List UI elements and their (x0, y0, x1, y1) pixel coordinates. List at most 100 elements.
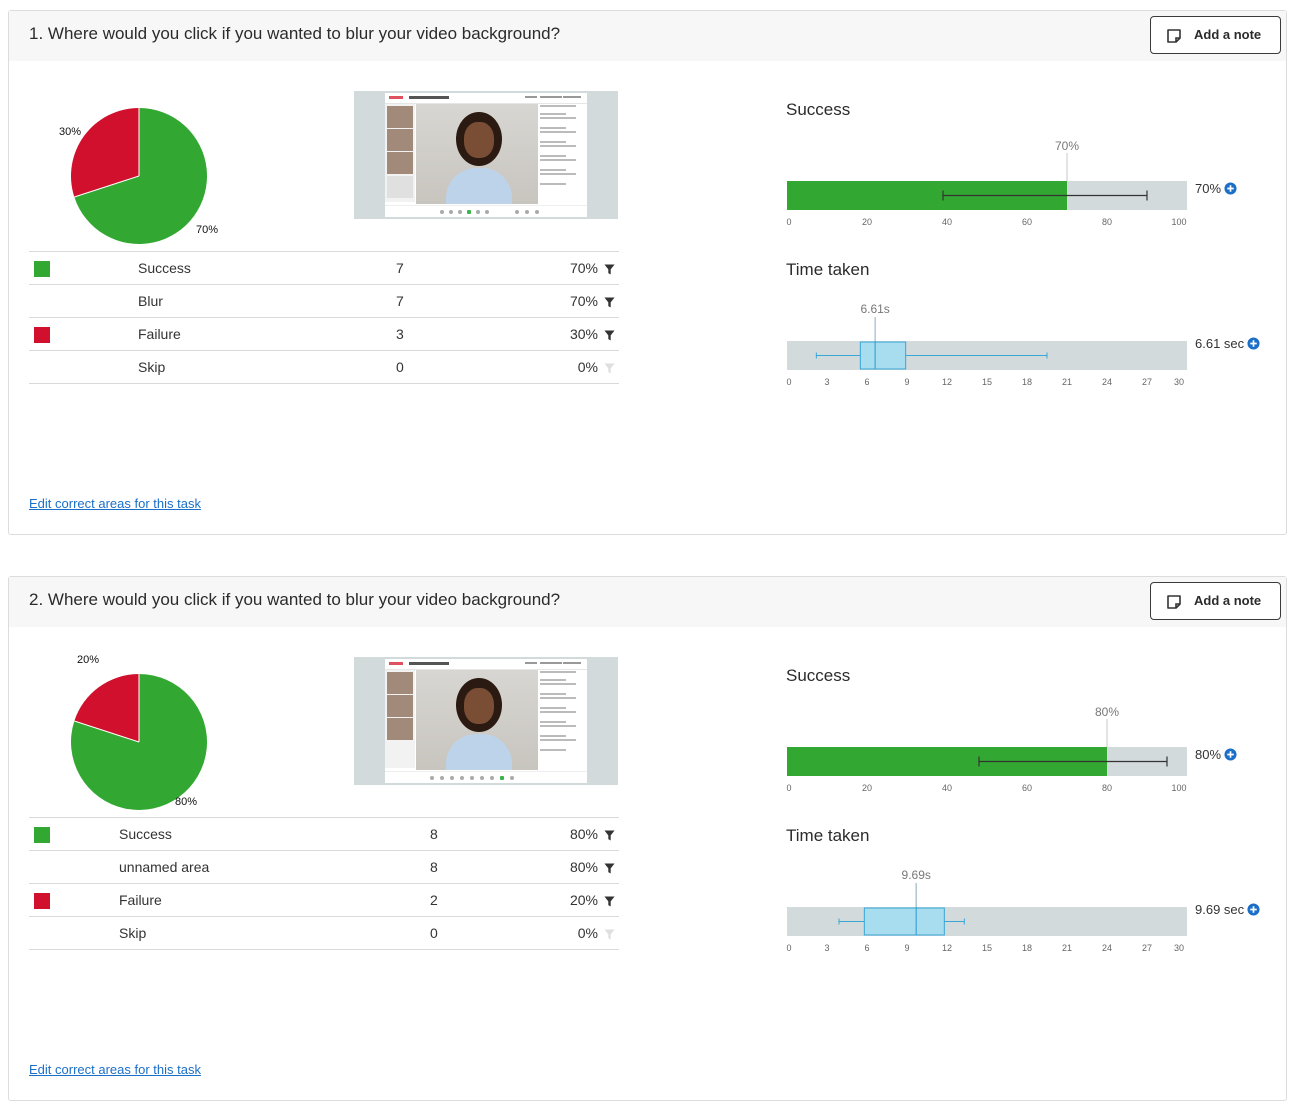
thumbnail-control-button (450, 776, 454, 780)
result-label: Failure (138, 317, 396, 351)
thumbnail-side-panel-text (540, 173, 576, 175)
plus-circle-icon[interactable] (1224, 182, 1237, 195)
thumbnail-brand-logo (389, 662, 403, 665)
success-title: Success (786, 666, 851, 685)
swatch-cell (29, 883, 119, 917)
plus-circle-icon[interactable] (1247, 903, 1260, 916)
time-axis-tick: 15 (982, 377, 992, 387)
plus-circle-cross (1227, 185, 1234, 192)
thumbnail-control-button (500, 776, 504, 780)
plus-circle-cross (1250, 906, 1257, 913)
filter-icon[interactable] (604, 896, 615, 907)
thumbnail-side-panel-text (540, 693, 566, 695)
thumbnail-control-button (535, 210, 539, 214)
plus-circle-cross (1227, 751, 1234, 758)
time-marker-label: 6.61s (860, 302, 889, 316)
thumbnail-side-panel-text (540, 683, 576, 685)
time-axis-tick: 9 (904, 943, 909, 953)
filter-icon (604, 363, 615, 374)
time-axis-tick: 0 (786, 943, 791, 953)
success-axis-tick: 40 (942, 217, 952, 227)
filter-icon[interactable] (604, 830, 615, 841)
filter-icon[interactable] (604, 330, 615, 341)
thumbnail-control-button (430, 776, 434, 780)
thumbnail-side-panel-text (540, 707, 566, 709)
results-row: Blur 7 70% (29, 284, 619, 318)
time-taken-value-text: 9.69 sec (1195, 902, 1245, 917)
time-axis-tick: 24 (1102, 377, 1112, 387)
success-value-text: 70% (1195, 181, 1222, 196)
thumbnail-participant-tile (387, 106, 413, 128)
result-label: Success (138, 251, 396, 285)
pie-divider (74, 720, 140, 743)
result-count: 7 (396, 284, 427, 318)
time-axis-tick: 12 (942, 943, 952, 953)
thumbnail-topbar-text (563, 96, 581, 98)
add-note-button[interactable]: Add a note (1150, 16, 1281, 54)
thumbnail-side-panel-text (540, 117, 576, 119)
thumbnail-control-button (490, 776, 494, 780)
results-row: Failure 3 30% (29, 317, 619, 351)
filter-icon-shape (604, 896, 615, 907)
success-value-text: 80% (1195, 747, 1222, 762)
result-count: 0 (396, 350, 427, 384)
filter-icon[interactable] (604, 297, 615, 308)
results-row: unnamed area 8 80% (29, 850, 619, 884)
task-screenshot-thumbnail[interactable] (354, 91, 618, 219)
time-taken-value-text: 6.61 sec (1195, 336, 1245, 351)
thumbnail-control-button (460, 776, 464, 780)
success-marker-label: 70% (1055, 139, 1079, 153)
swatch-cell (29, 284, 138, 318)
result-percent-cell: 80% (455, 817, 619, 851)
thumbnail-participant-tile (387, 672, 413, 694)
task-screenshot-thumbnail[interactable] (354, 657, 618, 785)
note-icon-fold (1175, 37, 1180, 42)
time-axis-tick: 18 (1022, 943, 1032, 953)
note-icon-outline (1167, 595, 1181, 609)
time-axis-tick: 6 (864, 377, 869, 387)
result-label: Skip (138, 350, 396, 384)
time-axis-tick: 21 (1062, 943, 1072, 953)
thumbnail-person-face (464, 122, 494, 158)
thumbnail-controls-bar (385, 771, 587, 784)
success-axis-tick: 20 (862, 783, 872, 793)
thumbnail-side-panel-text (540, 721, 566, 723)
pie-slice-failure (74, 674, 139, 742)
success-axis-tick: 100 (1171, 217, 1186, 227)
time-axis-tick: 18 (1022, 377, 1032, 387)
note-icon-outline (1167, 29, 1181, 43)
filter-icon-shape (604, 929, 615, 940)
add-note-button[interactable]: Add a note (1150, 582, 1281, 620)
success-axis-tick: 100 (1171, 783, 1186, 793)
thumbnail-control-button (485, 210, 489, 214)
result-label: unnamed area (119, 850, 430, 884)
plus-circle-icon[interactable] (1224, 748, 1237, 761)
success-axis-tick: 60 (1022, 217, 1032, 227)
filter-icon[interactable] (604, 863, 615, 874)
plus-circle-icon[interactable] (1247, 337, 1260, 350)
thumbnail-control-button (449, 210, 453, 214)
thumbnail-side-panel-text (540, 697, 576, 699)
time-taken-value: 6.61 sec (1195, 336, 1260, 351)
thumbnail-participant-strip (385, 670, 415, 768)
edit-correct-areas-link[interactable]: Edit correct areas for this task (29, 1062, 201, 1077)
result-percent-cell: 70% (426, 284, 619, 318)
results-row: Success 7 70% (29, 251, 619, 285)
thumbnail-control-button (467, 210, 471, 214)
failure-swatch (34, 326, 50, 343)
thumbnail-topbar-text (525, 662, 537, 664)
success-marker-label: 80% (1095, 705, 1119, 719)
time-axis-tick: 15 (982, 943, 992, 953)
task-header: 1. Where would you click if you wanted t… (9, 11, 1286, 61)
result-label: Failure (119, 883, 430, 917)
task-header: 2. Where would you click if you wanted t… (9, 577, 1286, 627)
pie-label-success: 80% (175, 796, 198, 808)
edit-correct-areas-link[interactable]: Edit correct areas for this task (29, 496, 201, 511)
time-iqr-box (863, 907, 945, 936)
filter-icon[interactable] (604, 264, 615, 275)
thumbnail-main-video (416, 670, 538, 770)
thumbnail-control-button (458, 210, 462, 214)
time-taken-boxplot: 6.61s 0 3 6 9 12 15 18 21 24 27 30 (786, 302, 1187, 387)
result-label: Skip (119, 916, 430, 950)
thumbnail-topbar-text (525, 96, 537, 98)
